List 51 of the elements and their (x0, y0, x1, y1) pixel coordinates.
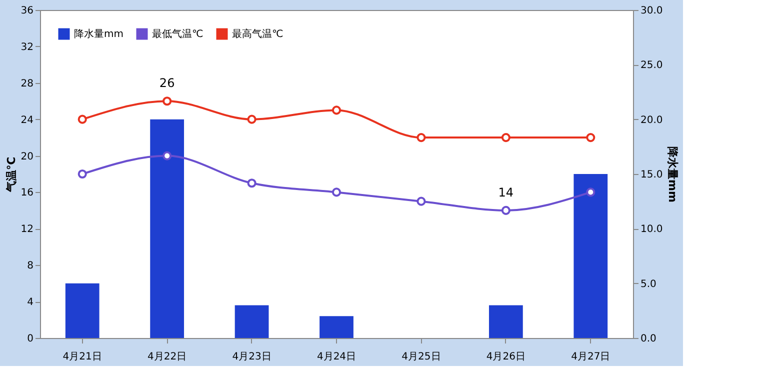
data-label: 14 (498, 185, 514, 200)
bar (150, 119, 184, 338)
x-tick-label: 4月27日 (571, 352, 610, 362)
y2-tick-label: 15.0 (640, 170, 663, 180)
y-tick-label: 12 (20, 224, 34, 236)
y-tick-label: 0 (27, 334, 34, 344)
point (586, 188, 596, 197)
point (162, 96, 172, 106)
y-tick-label: 16 (20, 188, 34, 199)
x-tick-label: 4月25日 (402, 352, 441, 362)
x-tick-label: 4月24日 (316, 352, 356, 362)
y2-tick-label: 25.0 (640, 60, 663, 72)
point (501, 206, 510, 215)
y2-tick-label: 10.0 (640, 224, 663, 236)
y-tick-label: 36 (20, 6, 34, 16)
point (332, 106, 342, 115)
x-tick-label: 4月21日 (62, 352, 102, 362)
y-tick-label: 32 (20, 42, 34, 53)
point (78, 114, 87, 124)
y-axis-title: 气温℃ (4, 156, 18, 194)
point (586, 133, 596, 142)
x-tick-label: 4月22日 (148, 352, 187, 362)
bar (574, 174, 608, 338)
y2-tick-label: 20.0 (640, 114, 663, 126)
y-tick-label: 20 (20, 151, 34, 162)
point (332, 188, 342, 197)
legend-label: 最高气温℃ (232, 28, 284, 40)
y-tick-label: 28 (20, 78, 34, 90)
x-tick-label: 4月26日 (486, 352, 526, 362)
point (247, 114, 256, 124)
point (247, 178, 256, 188)
bar (320, 316, 354, 338)
y2-tick-label: 0.0 (640, 334, 656, 344)
y-tick-label: 24 (20, 114, 34, 126)
y2-tick-label: 5.0 (640, 278, 656, 290)
data-label: 26 (159, 76, 175, 90)
point (501, 133, 510, 142)
y-tick-label: 4 (27, 297, 34, 308)
y2-axis-title: 降水量mm (666, 146, 679, 202)
y-tick-label: 8 (27, 260, 34, 272)
y2-tick-label: 30.0 (640, 6, 663, 16)
x-tick-label: 4月23日 (232, 352, 272, 362)
point (416, 133, 426, 142)
legend-label: 降水量mm (74, 28, 124, 40)
point (162, 151, 172, 160)
legend-label: 最低气温℃ (152, 28, 204, 40)
bar (234, 305, 269, 338)
bar (488, 305, 523, 338)
point (416, 196, 426, 206)
point (78, 169, 87, 179)
bar (65, 283, 100, 338)
